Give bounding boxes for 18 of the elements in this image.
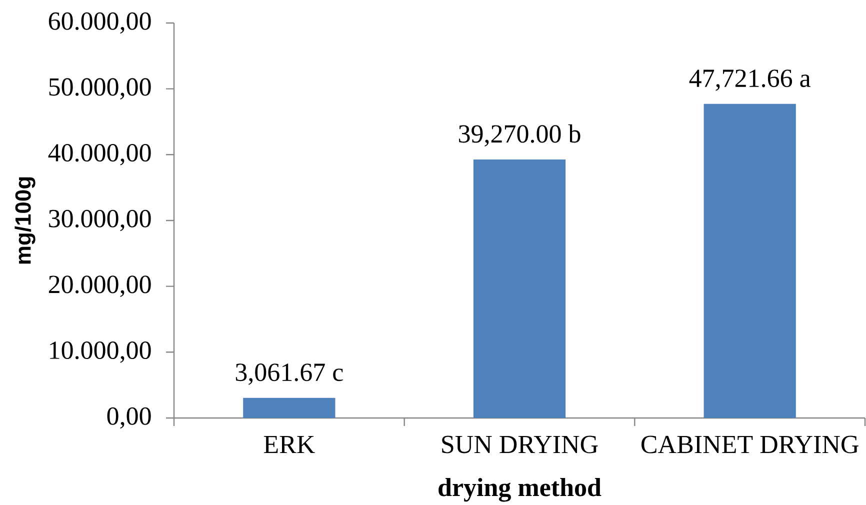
y-tick-label: 40.000,00 (48, 144, 151, 166)
y-tick-label: 50.000,00 (49, 78, 151, 100)
bar (243, 398, 336, 418)
y-axis-title: mg/100g (14, 177, 36, 264)
x-tick-label: SUN DRYING (442, 436, 598, 454)
x-tick-label: ERK (264, 436, 315, 453)
y-tick-label: 60.000,00 (48, 12, 151, 34)
y-tick-label: 0,00 (107, 407, 151, 429)
y-tick-label: 20.000,00 (48, 276, 151, 297)
data-label: 39,270.00 b (459, 124, 580, 146)
data-label: 47,721.66 a (689, 70, 811, 91)
data-label: 3,061.67 c (236, 364, 343, 385)
bar (704, 104, 796, 418)
x-axis-title: drying method (438, 478, 602, 502)
x-tick-label: CABINET DRYING (641, 436, 858, 454)
bar (473, 159, 566, 418)
y-tick-label: 30.000,00 (49, 210, 151, 232)
y-tick-label: 10.000,00 (50, 342, 151, 363)
